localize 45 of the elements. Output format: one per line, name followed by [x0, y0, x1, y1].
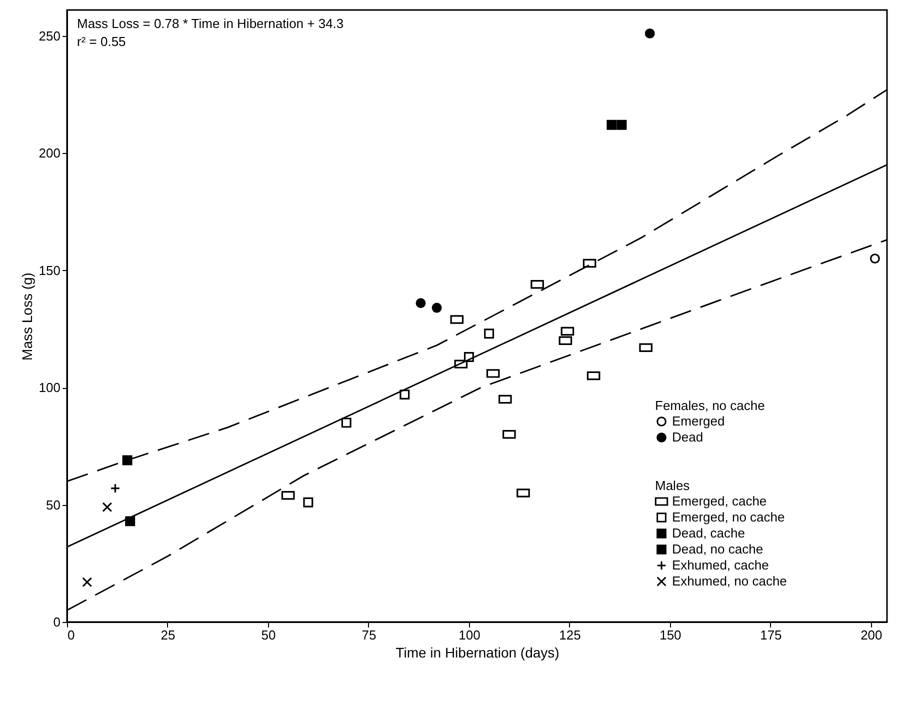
y-tick-label: 250	[38, 28, 60, 44]
legend-label: Dead, no cache	[672, 542, 764, 556]
y-tick-label: 50	[46, 497, 60, 512]
point	[432, 302, 442, 313]
point	[644, 28, 655, 38]
y-tick-label: 200	[38, 146, 60, 161]
x-tick-label: 75	[362, 628, 376, 642]
y-tick-label: 0	[53, 614, 60, 630]
annotation: r² = 0.55	[77, 34, 126, 49]
legend-label: Dead, cache	[672, 526, 745, 540]
x-tick-label: 125	[559, 628, 581, 642]
x-tick-label: 200	[860, 628, 882, 642]
point	[870, 254, 880, 264]
legend-label: Exhumed, cache	[672, 558, 769, 572]
point	[400, 390, 410, 400]
annotation: Mass Loss = 0.78 * Time in Hibernation + 34.3	[77, 16, 344, 31]
point	[530, 280, 544, 289]
point	[616, 120, 627, 130]
point	[122, 455, 132, 466]
point	[606, 120, 617, 130]
x-tick-label: 100	[458, 628, 480, 642]
x-tick-label: 175	[760, 628, 782, 642]
point	[102, 502, 112, 512]
legend-label: Emerged	[672, 414, 725, 428]
point	[110, 483, 120, 494]
x-tick-label: 0	[68, 628, 75, 642]
point	[484, 328, 494, 339]
legend-label: Emerged, cache	[672, 494, 767, 508]
legend-title: Females, no cache	[655, 398, 765, 413]
x-tick-label: 50	[261, 628, 276, 642]
y-axis-title: Mass Loss (g)	[18, 272, 35, 360]
annotation: Males	[655, 478, 690, 493]
point	[82, 577, 92, 588]
y-tick-label: 100	[38, 380, 60, 396]
legend-label: Exhumed, no cache	[672, 574, 787, 588]
x-tick-label: 25	[160, 628, 176, 642]
legend-label: Emerged, no cache	[672, 510, 785, 524]
x-axis-title: Time in Hibernation (days)	[396, 644, 560, 660]
point	[416, 298, 426, 308]
x-tick-label: 150	[660, 628, 682, 642]
point	[341, 418, 352, 428]
point	[639, 343, 652, 352]
y-tick-label: 150	[38, 262, 60, 278]
legend-label: Dead	[672, 430, 704, 444]
point	[303, 497, 314, 508]
